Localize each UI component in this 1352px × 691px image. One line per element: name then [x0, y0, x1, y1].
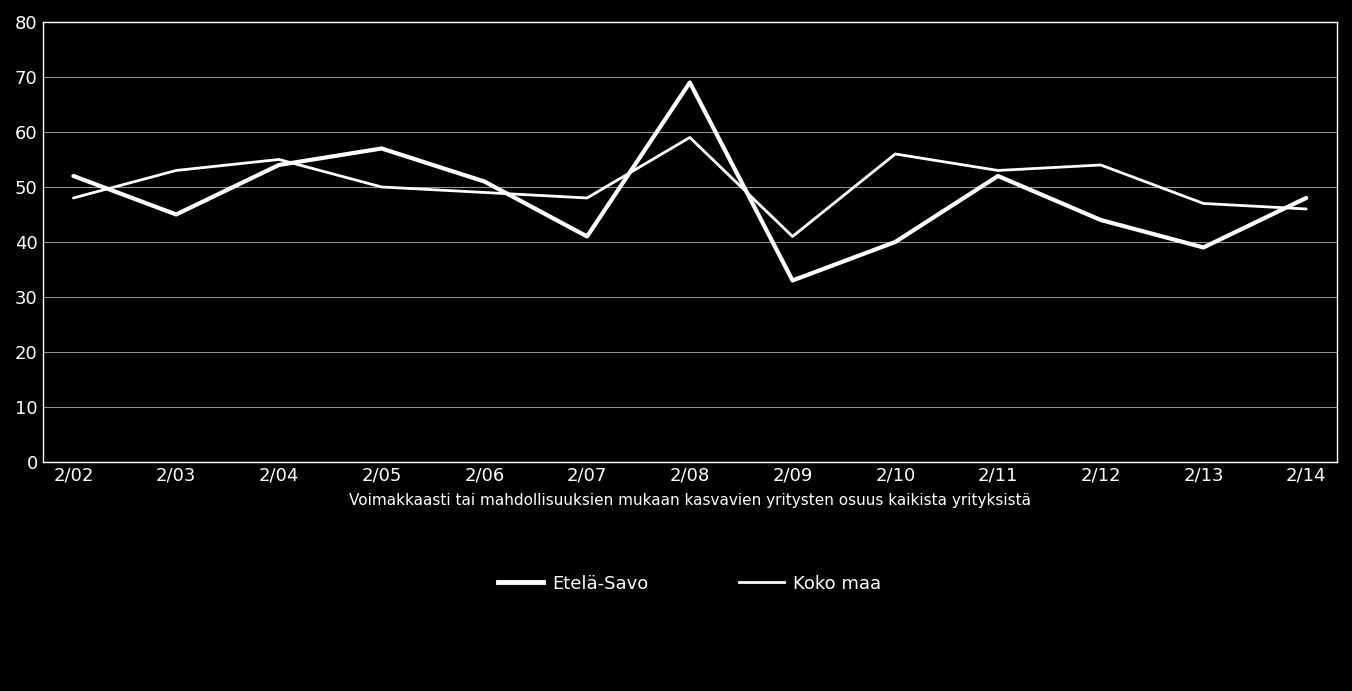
Koko maa — [1092, 161, 1109, 169]
Koko maa — [784, 232, 800, 240]
Koko maa — [1298, 205, 1314, 213]
Etelä-Savo — [270, 161, 287, 169]
Koko maa — [373, 183, 389, 191]
Koko maa — [681, 133, 698, 142]
Etelä-Savo — [1195, 243, 1211, 252]
X-axis label: Voimakkaasti tai mahdollisuuksien mukaan kasvavien yritysten osuus kaikista yrit: Voimakkaasti tai mahdollisuuksien mukaan… — [349, 493, 1030, 508]
Etelä-Savo — [1092, 216, 1109, 224]
Koko maa — [168, 167, 184, 175]
Etelä-Savo — [681, 78, 698, 86]
Etelä-Savo — [65, 172, 81, 180]
Etelä-Savo — [476, 178, 492, 186]
Etelä-Savo — [784, 276, 800, 285]
Koko maa — [270, 155, 287, 164]
Koko maa — [65, 193, 81, 202]
Line: Etelä-Savo: Etelä-Savo — [73, 82, 1306, 281]
Line: Koko maa: Koko maa — [73, 138, 1306, 236]
Etelä-Savo — [1298, 193, 1314, 202]
Koko maa — [990, 167, 1006, 175]
Etelä-Savo — [579, 232, 595, 240]
Etelä-Savo — [887, 238, 903, 246]
Legend: Etelä-Savo, Koko maa: Etelä-Savo, Koko maa — [491, 568, 888, 600]
Koko maa — [476, 189, 492, 197]
Koko maa — [1195, 199, 1211, 207]
Etelä-Savo — [373, 144, 389, 153]
Etelä-Savo — [168, 210, 184, 218]
Etelä-Savo — [990, 172, 1006, 180]
Koko maa — [579, 193, 595, 202]
Koko maa — [887, 150, 903, 158]
